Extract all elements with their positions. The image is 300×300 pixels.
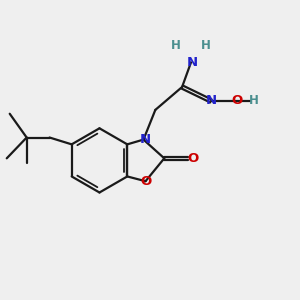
Text: N: N xyxy=(140,133,151,146)
Text: O: O xyxy=(231,94,242,107)
Text: N: N xyxy=(187,56,198,69)
Text: H: H xyxy=(171,39,181,52)
Text: O: O xyxy=(140,175,151,188)
Text: O: O xyxy=(188,152,199,165)
Text: H: H xyxy=(201,39,211,52)
Text: N: N xyxy=(206,94,217,107)
Text: H: H xyxy=(249,94,259,107)
